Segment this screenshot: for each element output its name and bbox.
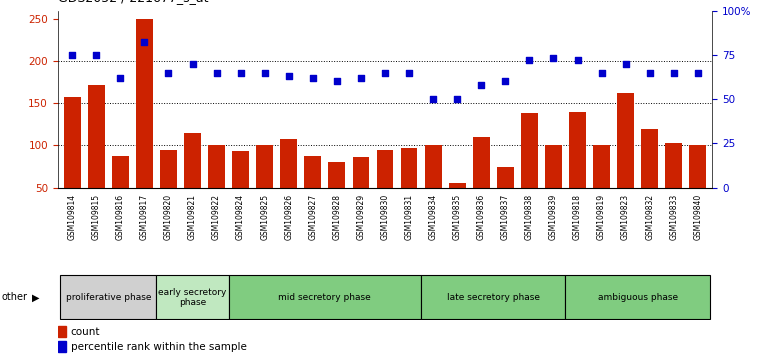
Point	[691, 70, 704, 75]
Text: GSM109838: GSM109838	[525, 194, 534, 240]
Text: GSM109829: GSM109829	[357, 194, 366, 240]
Bar	[618, 93, 634, 188]
Text: mid secretory phase: mid secretory phase	[279, 293, 371, 302]
Point	[66, 52, 79, 58]
Point	[186, 61, 199, 67]
Bar	[449, 183, 466, 188]
Point	[355, 75, 367, 81]
Text: GSM109817: GSM109817	[140, 194, 149, 240]
Point	[330, 79, 343, 84]
Text: GSM109814: GSM109814	[68, 194, 77, 240]
Text: GSM109819: GSM109819	[597, 194, 606, 240]
Point	[259, 70, 271, 75]
Point	[668, 70, 680, 75]
Text: GSM109840: GSM109840	[693, 194, 702, 240]
Bar	[329, 162, 345, 188]
Bar	[425, 145, 441, 188]
Bar	[208, 145, 225, 188]
Text: GSM109816: GSM109816	[116, 194, 125, 240]
Text: ambiguous phase: ambiguous phase	[598, 293, 678, 302]
Point	[114, 75, 126, 81]
Text: GSM109822: GSM109822	[212, 194, 221, 240]
Bar	[665, 143, 682, 188]
Text: GSM109833: GSM109833	[669, 194, 678, 240]
Bar	[593, 145, 610, 188]
Point	[595, 70, 608, 75]
Text: GSM109823: GSM109823	[621, 194, 630, 240]
Point	[379, 70, 391, 75]
Bar	[377, 150, 393, 188]
Bar	[280, 139, 297, 188]
Text: GSM109821: GSM109821	[188, 194, 197, 240]
Point	[475, 82, 487, 88]
Point	[306, 75, 319, 81]
Point	[644, 70, 656, 75]
Point	[427, 96, 439, 102]
Bar	[160, 150, 177, 188]
Bar	[60, 275, 156, 319]
Bar	[304, 156, 321, 188]
Bar	[497, 166, 514, 188]
Text: GDS2052 / 221677_s_at: GDS2052 / 221677_s_at	[58, 0, 208, 5]
Bar	[641, 129, 658, 188]
Text: GSM109831: GSM109831	[404, 194, 413, 240]
Point	[499, 79, 511, 84]
Text: proliferative phase: proliferative phase	[65, 293, 151, 302]
Text: other: other	[2, 292, 28, 302]
Text: GSM109830: GSM109830	[380, 194, 390, 240]
Text: GSM109837: GSM109837	[500, 194, 510, 240]
Point	[571, 57, 584, 63]
Bar	[184, 133, 201, 188]
Text: late secretory phase: late secretory phase	[447, 293, 540, 302]
Text: GSM109818: GSM109818	[573, 194, 582, 240]
Bar	[689, 145, 706, 188]
Text: GSM109826: GSM109826	[284, 194, 293, 240]
Bar	[64, 97, 81, 188]
Text: count: count	[71, 327, 100, 337]
Text: GSM109835: GSM109835	[453, 194, 462, 240]
Text: GSM109839: GSM109839	[549, 194, 558, 240]
Text: GSM109836: GSM109836	[477, 194, 486, 240]
Text: GSM109825: GSM109825	[260, 194, 269, 240]
Point	[619, 61, 631, 67]
Bar	[421, 275, 565, 319]
Text: ▶: ▶	[32, 292, 40, 302]
Text: GSM109832: GSM109832	[645, 194, 654, 240]
Bar	[136, 19, 152, 188]
Bar	[58, 341, 66, 353]
Bar	[88, 85, 105, 188]
Bar	[545, 145, 562, 188]
Point	[210, 70, 223, 75]
Text: GSM109824: GSM109824	[236, 194, 245, 240]
Text: GSM109820: GSM109820	[164, 194, 173, 240]
Point	[524, 57, 536, 63]
Text: GSM109834: GSM109834	[429, 194, 437, 240]
Bar	[112, 156, 129, 188]
Text: GSM109828: GSM109828	[333, 194, 341, 240]
Bar	[233, 152, 249, 188]
Bar	[58, 326, 66, 337]
Bar	[521, 113, 537, 188]
Text: percentile rank within the sample: percentile rank within the sample	[71, 342, 246, 352]
Point	[547, 56, 560, 61]
Bar	[565, 275, 710, 319]
Bar	[400, 148, 417, 188]
Bar	[569, 112, 586, 188]
Point	[283, 73, 295, 79]
Bar	[353, 157, 370, 188]
Text: GSM109827: GSM109827	[308, 194, 317, 240]
Point	[90, 52, 102, 58]
Point	[139, 40, 151, 45]
Text: GSM109815: GSM109815	[92, 194, 101, 240]
Point	[403, 70, 415, 75]
Bar	[473, 137, 490, 188]
Point	[234, 70, 246, 75]
Point	[162, 70, 175, 75]
Bar	[256, 145, 273, 188]
Point	[451, 96, 464, 102]
Bar	[156, 275, 229, 319]
Bar	[229, 275, 421, 319]
Text: early secretory
phase: early secretory phase	[159, 288, 226, 307]
